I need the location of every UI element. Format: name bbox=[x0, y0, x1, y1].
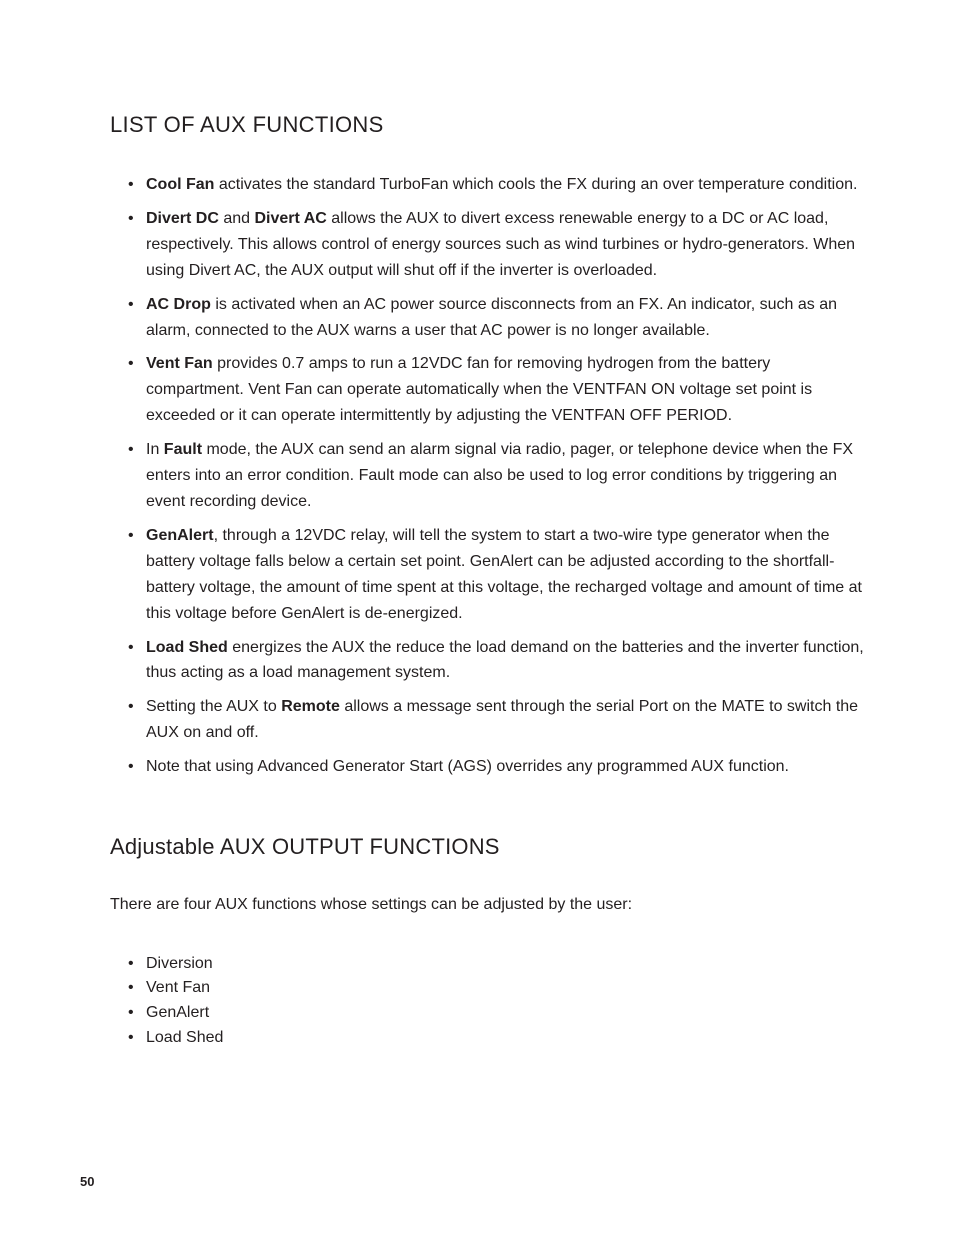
list-item: Vent Fan provides 0.7 amps to run a 12VD… bbox=[128, 351, 864, 429]
list-item: Note that using Advanced Generator Start… bbox=[128, 754, 864, 780]
item-bold: Remote bbox=[281, 698, 340, 715]
item-bold: Load Shed bbox=[146, 639, 228, 656]
list-item: GenAlert, through a 12VDC relay, will te… bbox=[128, 523, 864, 627]
list-item: GenAlert bbox=[128, 1001, 864, 1026]
aux-functions-list: Cool Fan activates the standard TurboFan… bbox=[110, 172, 864, 780]
item-after: , through a 12VDC relay, will tell the s… bbox=[146, 527, 862, 622]
list-item: Diversion bbox=[128, 952, 864, 977]
list-item: AC Drop is activated when an AC power so… bbox=[128, 292, 864, 344]
subsection-intro: There are four AUX functions whose setti… bbox=[110, 892, 864, 918]
item-bold-2: Divert AC bbox=[255, 210, 327, 227]
subsection-title: Adjustable AUX OUTPUT FUNCTIONS bbox=[110, 834, 864, 860]
item-after: is activated when an AC power source dis… bbox=[146, 296, 837, 339]
list-item: Cool Fan activates the standard TurboFan… bbox=[128, 172, 864, 198]
item-plain: Note that using Advanced Generator Start… bbox=[146, 758, 789, 775]
list-item: In Fault mode, the AUX can send an alarm… bbox=[128, 437, 864, 515]
item-bold: Cool Fan bbox=[146, 176, 214, 193]
item-after: provides 0.7 amps to run a 12VDC fan for… bbox=[146, 355, 812, 424]
item-before: In bbox=[146, 441, 164, 458]
item-after: energizes the AUX the reduce the load de… bbox=[146, 639, 864, 682]
item-mid: and bbox=[219, 210, 255, 227]
section-title: LIST OF AUX FUNCTIONS bbox=[110, 112, 864, 138]
item-bold: Fault bbox=[164, 441, 202, 458]
list-item: Divert DC and Divert AC allows the AUX t… bbox=[128, 206, 864, 284]
page: LIST OF AUX FUNCTIONS Cool Fan activates… bbox=[0, 0, 954, 1235]
page-number: 50 bbox=[80, 1174, 94, 1189]
item-after: mode, the AUX can send an alarm signal v… bbox=[146, 441, 853, 510]
item-bold: Divert DC bbox=[146, 210, 219, 227]
list-item: Load Shed energizes the AUX the reduce t… bbox=[128, 635, 864, 687]
item-after: activates the standard TurboFan which co… bbox=[214, 176, 857, 193]
adjustable-list: Diversion Vent Fan GenAlert Load Shed bbox=[110, 952, 864, 1051]
list-item: Load Shed bbox=[128, 1026, 864, 1051]
item-bold: Vent Fan bbox=[146, 355, 213, 372]
item-bold: AC Drop bbox=[146, 296, 211, 313]
list-item: Setting the AUX to Remote allows a messa… bbox=[128, 694, 864, 746]
item-bold: GenAlert bbox=[146, 527, 214, 544]
list-item: Vent Fan bbox=[128, 976, 864, 1001]
item-before: Setting the AUX to bbox=[146, 698, 281, 715]
